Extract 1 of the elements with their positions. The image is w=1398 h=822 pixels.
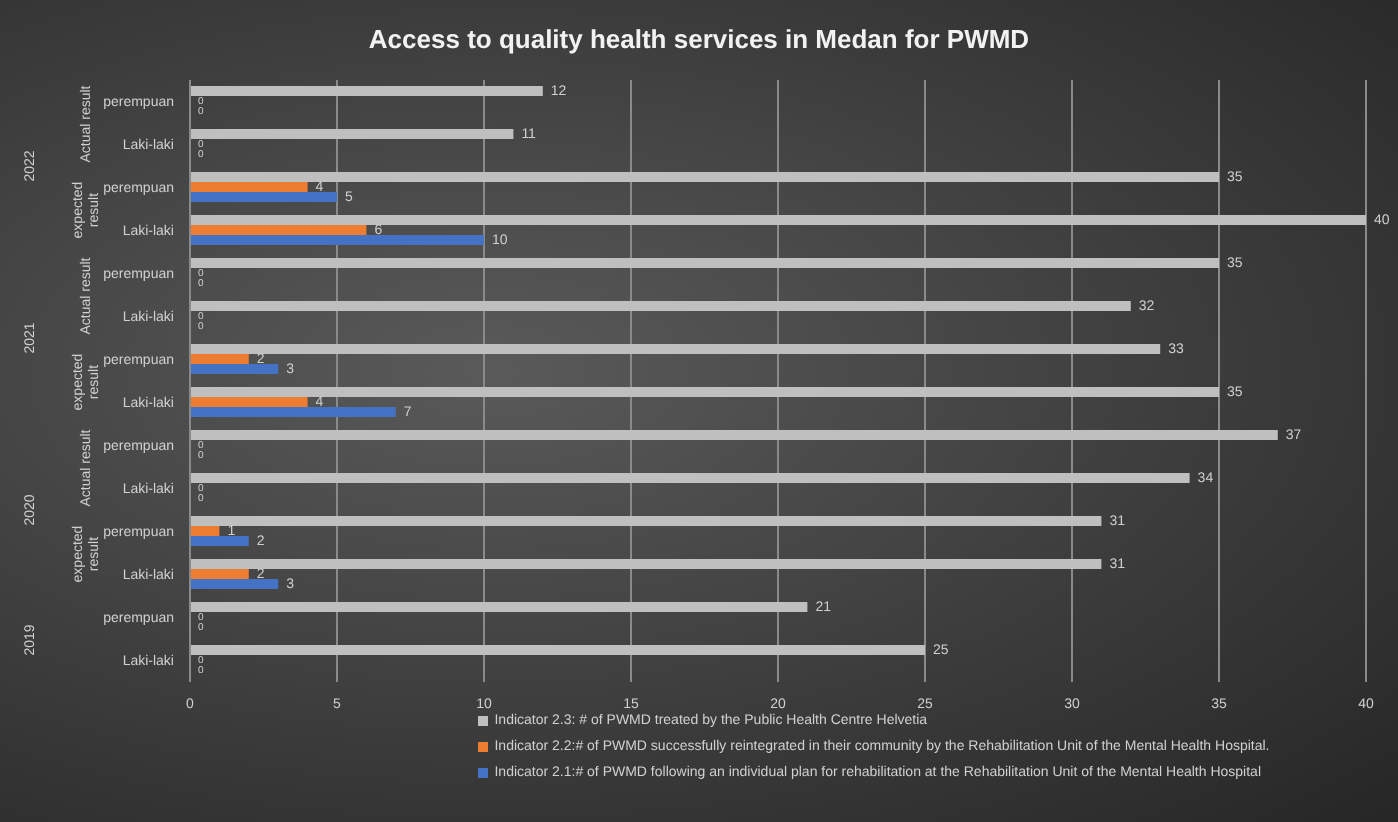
chart-title: Access to quality health services in Medan for PWMD xyxy=(366,24,1032,54)
